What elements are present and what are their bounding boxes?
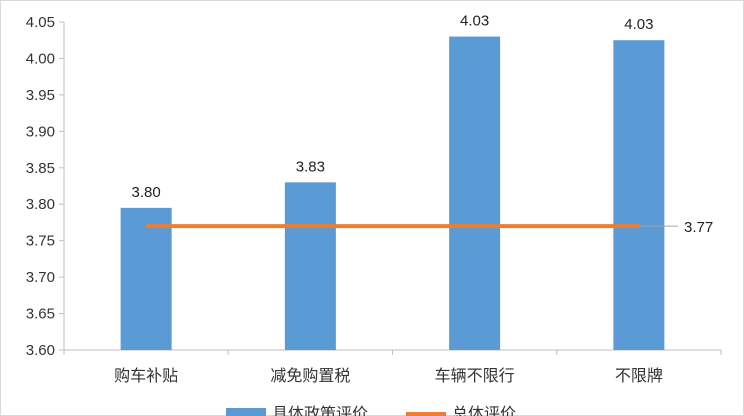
y-tick-label: 3.75 bbox=[26, 233, 55, 250]
x-axis: 购车补贴 减免购置税 车辆不限行 不限牌 bbox=[63, 349, 722, 385]
y-tick-label: 3.80 bbox=[26, 196, 55, 213]
y-tick-label: 3.70 bbox=[26, 269, 55, 286]
y-tick-label: 4.05 bbox=[26, 14, 55, 31]
bar-series: 3.80 3.83 4.03 4.03 bbox=[120, 13, 665, 350]
legend-label-bar: 具体政策评价 bbox=[272, 404, 368, 416]
x-category-label: 购车补贴 bbox=[114, 366, 178, 385]
bar-data-label: 4.03 bbox=[624, 16, 653, 33]
bar-data-label: 3.83 bbox=[296, 158, 325, 175]
y-tick-label: 3.85 bbox=[26, 160, 55, 177]
legend: 具体政策评价 总体评价 bbox=[226, 404, 516, 416]
y-axis: 3.60 3.65 3.70 3.75 3.80 3.85 3.90 3.95 4.00 4.05 bbox=[26, 14, 65, 359]
legend-swatch-bar bbox=[226, 408, 266, 416]
bar bbox=[284, 182, 336, 350]
y-tick-label: 3.65 bbox=[26, 306, 55, 323]
line-data-label: 3.77 bbox=[684, 219, 713, 236]
bar bbox=[120, 207, 172, 350]
x-category-label: 车辆不限行 bbox=[435, 366, 515, 385]
bar bbox=[449, 36, 501, 350]
line-series: 3.77 bbox=[146, 219, 713, 236]
legend-label-line: 总体评价 bbox=[452, 404, 516, 416]
y-tick-label: 3.60 bbox=[26, 342, 55, 359]
x-category-label: 减免购置税 bbox=[270, 366, 350, 385]
bar-data-label: 3.80 bbox=[132, 184, 161, 201]
bar bbox=[613, 40, 665, 350]
y-tick-label: 4.00 bbox=[26, 50, 55, 67]
y-tick-label: 3.90 bbox=[26, 123, 55, 140]
x-category-label: 不限牌 bbox=[615, 366, 663, 385]
y-tick-label: 3.95 bbox=[26, 87, 55, 104]
bar-data-label: 4.03 bbox=[460, 13, 489, 30]
